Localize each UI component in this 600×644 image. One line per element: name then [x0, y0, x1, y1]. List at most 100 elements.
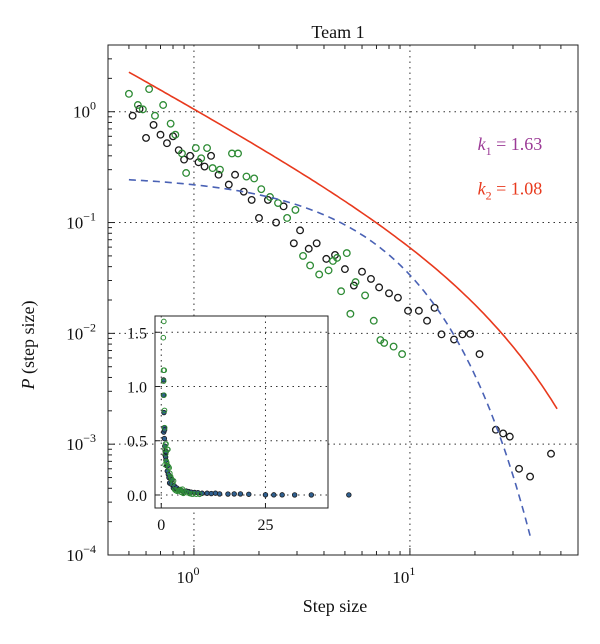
data-point-series-1 [231, 170, 240, 179]
data-point-series-2 [145, 85, 154, 94]
data-point-series-1 [367, 274, 375, 283]
data-point-series-1 [404, 306, 412, 315]
fit-annotation-2: k2 = 1.08 [478, 178, 543, 202]
data-point-series-1 [430, 303, 439, 312]
data-point-series-2 [178, 149, 186, 158]
inset-point-series-1 [308, 492, 315, 498]
data-point-series-2 [166, 119, 175, 128]
inset-y-tick-label: 0.5 [127, 434, 147, 451]
inset-point-series-1 [231, 491, 237, 497]
data-point-series-1 [340, 265, 349, 274]
inset-point-series-2 [166, 470, 173, 477]
inset-point-series-1 [237, 491, 244, 497]
data-point-series-1 [135, 104, 144, 113]
data-point-series-2 [398, 350, 407, 359]
data-point-series-1 [142, 133, 150, 142]
data-point-series-1 [458, 330, 467, 339]
plot-frame [107, 44, 579, 556]
inset-point-series-1 [161, 435, 168, 442]
inset-point-series-2 [161, 424, 168, 431]
inset-point-series-2 [165, 446, 171, 453]
data-point-series-1 [505, 432, 514, 441]
inset-point-series-2 [161, 407, 168, 414]
data-point-series-2 [369, 316, 378, 325]
y-tick-label: 10−2 [66, 320, 96, 343]
data-point-series-1 [475, 350, 484, 359]
y-tick-label: 10−3 [66, 431, 96, 454]
data-point-series-1 [414, 306, 423, 315]
data-point-series-1 [247, 195, 256, 204]
data-point-series-1 [466, 329, 475, 338]
inset-point-series-1 [225, 491, 231, 497]
inset-point-series-2 [193, 491, 200, 497]
data-point-series-2 [182, 169, 191, 177]
data-point-series-2 [216, 165, 224, 174]
inset-point-series-2 [160, 334, 167, 341]
data-point-series-2 [151, 111, 159, 120]
data-point-series-2 [242, 172, 251, 181]
data-point-series-2 [124, 89, 133, 98]
data-point-series-2 [191, 144, 200, 153]
y-tick-label: 100 [73, 99, 96, 122]
inset-point-series-2 [160, 378, 167, 384]
data-point-series-1 [437, 330, 446, 339]
data-point-series-2 [389, 342, 398, 351]
inset-point-series-2 [161, 392, 167, 398]
inset-point-series-1 [262, 492, 269, 498]
data-point-series-1 [128, 111, 137, 120]
data-point-series-1 [207, 151, 216, 160]
data-point-series-2 [283, 214, 292, 222]
data-point-series-1 [304, 244, 313, 253]
data-point-series-1 [156, 130, 165, 139]
inset-x-tick-label: 25 [257, 517, 273, 534]
data-point-series-1 [289, 239, 298, 248]
fit-annotation-1: k1 = 1.63 [478, 134, 543, 158]
data-point-series-2 [342, 249, 351, 258]
data-point-series-1 [358, 267, 366, 276]
chart-title: Team 1 [311, 22, 364, 42]
data-point-series-2 [138, 105, 147, 114]
plot-fit-curves [128, 71, 558, 536]
data-point-series-2 [159, 101, 168, 109]
data-point-series-1 [186, 151, 195, 160]
data-point-series-1 [279, 202, 288, 211]
inset-plot: 0 25 0.0 0.5 1.0 1.5 [127, 315, 352, 534]
inset-x-tick-label: 0 [157, 517, 165, 534]
fit-annotations: k1 = 1.63 k2 = 1.08 [478, 134, 543, 202]
inset-y-tick-label: 0.0 [127, 488, 147, 505]
data-point-series-1 [163, 139, 171, 148]
inset-point-series-2 [163, 441, 169, 447]
y-axis-label: P (step size) [18, 301, 39, 391]
inset-point-series-2 [190, 491, 196, 497]
data-point-series-1 [423, 316, 431, 325]
data-point-series-1 [515, 464, 523, 473]
data-point-series-1 [375, 283, 384, 292]
inset-point-series-1 [279, 492, 285, 498]
data-point-series-2 [291, 205, 300, 214]
data-point-series-2 [351, 278, 360, 287]
data-point-series-2 [306, 261, 315, 270]
data-point-series-1 [499, 429, 508, 438]
data-point-series-2 [346, 309, 355, 318]
data-point-series-2 [234, 149, 242, 158]
data-point-series-1 [255, 214, 263, 222]
inset-point-series-2 [161, 318, 167, 325]
inset-point-series-1 [291, 492, 298, 498]
data-point-series-2 [361, 291, 370, 300]
inset-point-series-2 [181, 489, 188, 495]
data-point-series-2 [171, 130, 180, 139]
x-tick-label: 101 [392, 564, 415, 587]
data-point-series-2 [266, 193, 274, 201]
data-point-series-2 [250, 174, 259, 183]
inset-point-series-2 [166, 465, 172, 471]
data-point-series-2 [328, 257, 337, 265]
data-point-series-1 [393, 293, 402, 302]
data-point-series-1 [214, 170, 223, 179]
data-point-series-2 [315, 270, 324, 279]
data-point-series-2 [133, 101, 142, 109]
data-point-series-2 [197, 154, 206, 163]
data-point-series-1 [272, 218, 281, 227]
inset-point-series-2 [161, 367, 168, 374]
inset-point-series-1 [216, 491, 223, 497]
